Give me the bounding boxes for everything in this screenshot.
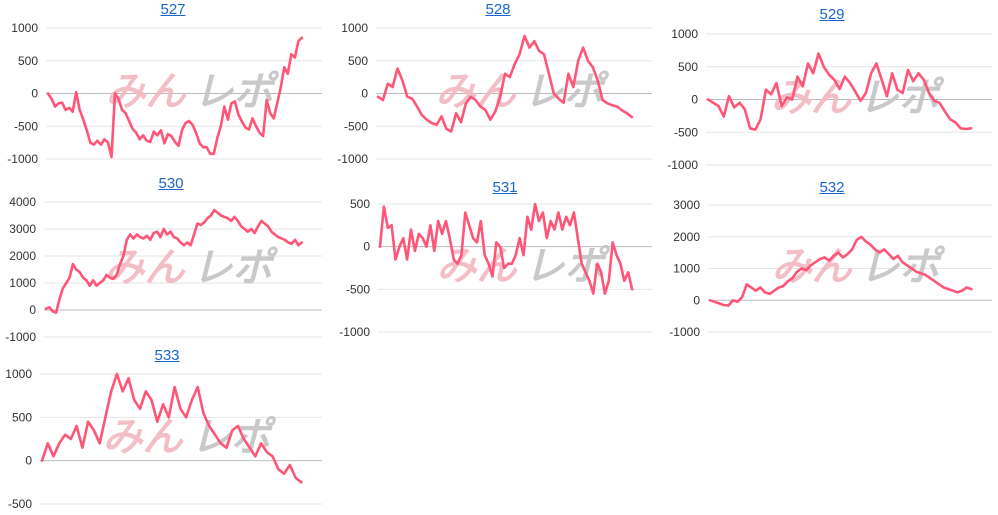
y-tick-label: 500 bbox=[350, 197, 370, 211]
y-tick-label: -1000 bbox=[7, 152, 38, 166]
chart-panel-527: 527 1000 500 0 -500 -1000 みん レポ bbox=[0, 0, 330, 170]
svg-text:レポ: レポ bbox=[859, 76, 945, 120]
y-tick-label: 0 bbox=[29, 303, 36, 317]
series-line bbox=[706, 52, 973, 131]
svg-text:レポ: レポ bbox=[860, 245, 946, 289]
y-tick-label: 1000 bbox=[5, 367, 32, 381]
chart-panel-532: 532 3000 2000 1000 0 -1000 みん レポ bbox=[664, 178, 998, 348]
y-tick-label: 500 bbox=[678, 60, 698, 74]
y-tick-label: 1000 bbox=[673, 262, 700, 276]
chart-panel-528: 528 1000 500 0 -500 -1000 みん レポ bbox=[332, 0, 662, 170]
svg-text:みん: みん bbox=[772, 245, 854, 289]
chart-title-527[interactable]: 527 bbox=[160, 1, 186, 18]
y-tick-label: 3000 bbox=[9, 222, 36, 236]
svg-text:みん: みん bbox=[103, 415, 185, 459]
watermark-logo: みん レポ bbox=[103, 415, 277, 459]
watermark-logo: みん レポ bbox=[436, 70, 610, 114]
y-tick-label: 0 bbox=[693, 293, 700, 307]
chart-panel-531: 531 500 0 -500 -1000 みん レポ bbox=[332, 178, 662, 348]
svg-text:みん: みん bbox=[771, 76, 853, 120]
chart-title-531[interactable]: 531 bbox=[492, 179, 518, 196]
y-tick-label: -1000 bbox=[669, 325, 700, 339]
y-tick-label: -500 bbox=[344, 119, 368, 133]
chart-title-533[interactable]: 533 bbox=[154, 347, 180, 364]
chart-title-529[interactable]: 529 bbox=[819, 6, 845, 23]
y-tick-label: 0 bbox=[25, 454, 32, 468]
y-tick-label: -1000 bbox=[5, 330, 36, 344]
y-tick-label: -500 bbox=[674, 125, 698, 139]
chart-svg-532: 3000 2000 1000 0 -1000 みん レポ bbox=[669, 198, 992, 339]
y-tick-label: 500 bbox=[348, 54, 368, 68]
series-line bbox=[708, 235, 973, 307]
series-line bbox=[378, 202, 634, 295]
y-tick-label: -1000 bbox=[339, 325, 370, 339]
watermark-logo: みん レポ bbox=[772, 245, 946, 289]
y-tick-label: 1000 bbox=[341, 21, 368, 35]
chart-panel-530: 530 4000 3000 2000 1000 0 -1000 みん レポ bbox=[0, 174, 330, 344]
series-line bbox=[46, 36, 304, 159]
y-tick-label: 1000 bbox=[9, 276, 36, 290]
y-tick-label: -500 bbox=[346, 282, 370, 296]
y-tick-label: 0 bbox=[363, 240, 370, 254]
y-tick-label: -500 bbox=[14, 119, 38, 133]
series-line bbox=[40, 372, 303, 484]
svg-text:みん: みん bbox=[105, 246, 187, 290]
y-tick-label: 2000 bbox=[673, 230, 700, 244]
y-tick-label: 0 bbox=[691, 93, 698, 107]
watermark-logo: みん レポ bbox=[771, 76, 945, 120]
chart-title-530[interactable]: 530 bbox=[158, 175, 184, 192]
chart-title-528[interactable]: 528 bbox=[485, 1, 511, 18]
series-line bbox=[44, 208, 304, 314]
chart-svg-527: 1000 500 0 -500 -1000 みん レポ bbox=[7, 21, 322, 166]
svg-text:レポ: レポ bbox=[193, 246, 279, 290]
y-tick-label: -500 bbox=[8, 497, 32, 511]
watermark-logo: みん レポ bbox=[105, 246, 279, 290]
y-tick-label: 3000 bbox=[673, 198, 700, 212]
series-line bbox=[376, 34, 634, 133]
chart-svg-528: 1000 500 0 -500 -1000 みん レポ bbox=[337, 21, 652, 166]
y-tick-label: 500 bbox=[18, 54, 38, 68]
watermark-logo: みん レポ bbox=[106, 70, 280, 114]
y-tick-label: 4000 bbox=[9, 195, 36, 209]
y-tick-label: -1000 bbox=[667, 158, 698, 172]
y-tick-label: 0 bbox=[361, 87, 368, 101]
svg-text:みん: みん bbox=[106, 70, 188, 114]
chart-svg-533: 1000 500 0 -500 みん レポ bbox=[5, 367, 322, 511]
chart-svg-530: 4000 3000 2000 1000 0 -1000 みん レポ bbox=[5, 195, 322, 344]
y-tick-label: 500 bbox=[12, 410, 32, 424]
y-tick-label: 1000 bbox=[11, 21, 38, 35]
chart-svg-529: 1000 500 0 -500 -1000 みん レポ bbox=[667, 27, 992, 172]
chart-title-532[interactable]: 532 bbox=[819, 179, 845, 196]
y-tick-label: 2000 bbox=[9, 249, 36, 263]
y-tick-label: 1000 bbox=[671, 27, 698, 41]
chart-panel-529: 529 1000 500 0 -500 -1000 みん レポ bbox=[664, 5, 998, 175]
chart-panel-533: 533 1000 500 0 -500 みん レポ bbox=[0, 346, 330, 515]
svg-text:レポ: レポ bbox=[191, 415, 277, 459]
y-tick-label: 0 bbox=[31, 87, 38, 101]
y-tick-label: -1000 bbox=[337, 152, 368, 166]
